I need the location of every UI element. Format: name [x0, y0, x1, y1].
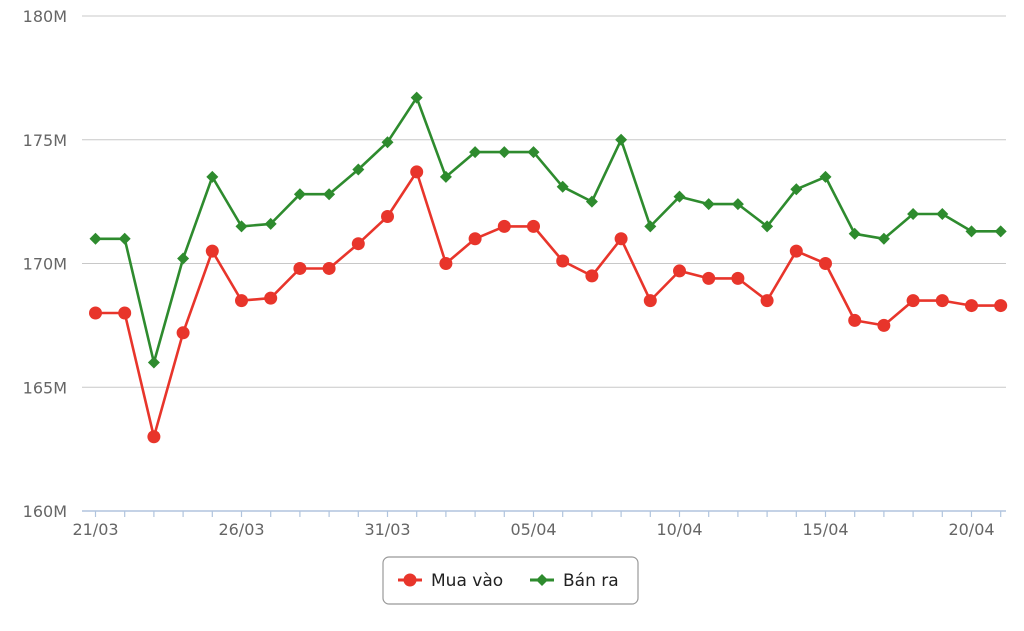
y-axis-labels: 160M 165M 170M 175M 180M [23, 7, 67, 521]
data-point-diamond [323, 188, 336, 201]
data-point-diamond [761, 220, 774, 233]
data-point-circle [322, 261, 336, 275]
data-point-diamond [439, 170, 452, 183]
data-point-circle [147, 430, 161, 444]
series-markers [89, 91, 1008, 444]
data-point-circle [176, 326, 190, 340]
data-point-circle [673, 264, 686, 278]
data-point-diamond [206, 170, 219, 183]
data-point-diamond [965, 225, 978, 238]
data-point-circle [293, 261, 307, 275]
x-axis [82, 510, 1006, 517]
data-point-diamond [848, 227, 861, 240]
y-tick-label: 175M [23, 131, 67, 150]
data-point-circle [906, 294, 920, 308]
y-tick-label: 170M [23, 255, 67, 274]
y-tick-label: 160M [23, 502, 67, 521]
data-point-diamond [994, 225, 1007, 238]
x-tick-label: 20/04 [948, 520, 994, 539]
data-point-diamond [264, 217, 277, 230]
x-tick-label: 10/04 [656, 520, 702, 539]
x-axis-labels: 21/03 26/03 31/03 05/04 10/04 15/04 20/04 [72, 520, 994, 539]
data-point-circle [468, 232, 482, 246]
data-point-circle [614, 232, 628, 246]
data-point-diamond [673, 190, 686, 203]
data-point-diamond [585, 195, 598, 208]
legend-circle-icon [403, 573, 417, 587]
data-point-diamond [118, 232, 131, 245]
series-lines [94, 96, 1003, 439]
data-point-diamond [936, 208, 949, 220]
data-point-circle [702, 271, 716, 285]
data-point-diamond [702, 198, 715, 211]
y-tick-label: 165M [23, 378, 67, 397]
data-point-diamond [556, 180, 569, 193]
data-point-circle [205, 244, 219, 258]
data-point-circle [264, 291, 278, 305]
data-point-diamond [615, 133, 628, 146]
x-tick-label: 15/04 [802, 520, 848, 539]
data-point-diamond [410, 91, 423, 104]
data-point-diamond [381, 136, 394, 149]
y-tick-label: 180M [23, 7, 67, 26]
data-point-circle [439, 257, 453, 270]
grid-lines [82, 15, 1006, 388]
data-point-diamond [89, 232, 102, 245]
data-point-circle [351, 237, 365, 251]
data-point-diamond [790, 183, 803, 196]
data-point-circle [556, 254, 570, 268]
data-point-diamond [469, 146, 482, 159]
legend-box [382, 556, 639, 605]
data-point-diamond [731, 198, 744, 211]
data-point-circle [89, 306, 102, 320]
data-point-circle [877, 318, 891, 332]
data-point-circle [935, 294, 949, 308]
data-point-circle [789, 244, 803, 258]
data-point-diamond [293, 188, 306, 201]
legend-label: Bán ra [563, 571, 619, 591]
data-point-diamond [352, 163, 365, 176]
legend-diamond-icon [536, 574, 548, 586]
data-point-diamond [527, 146, 540, 159]
data-point-diamond [235, 220, 248, 233]
x-tick-label: 21/03 [72, 520, 118, 539]
data-point-circle [527, 219, 540, 233]
data-point-circle [848, 313, 862, 327]
data-point-diamond [147, 356, 160, 369]
data-point-circle [497, 219, 511, 233]
x-tick-label: 26/03 [218, 520, 264, 539]
x-tick-label: 05/04 [510, 520, 556, 539]
data-point-circle [643, 294, 657, 308]
data-point-circle [965, 299, 978, 313]
data-point-diamond [819, 170, 832, 183]
x-tick-label: 31/03 [364, 520, 410, 539]
data-point-diamond [177, 252, 190, 265]
data-point-circle [410, 165, 424, 179]
data-point-circle [118, 306, 132, 320]
data-point-circle [819, 257, 832, 270]
data-point-diamond [907, 208, 920, 220]
data-point-circle [235, 294, 248, 308]
data-point-circle [731, 271, 745, 285]
data-point-diamond [644, 220, 657, 233]
data-point-circle [381, 209, 394, 223]
data-point-diamond [877, 232, 890, 245]
data-point-diamond [498, 146, 511, 159]
data-point-circle [760, 294, 774, 308]
data-point-circle [994, 299, 1008, 313]
series-line-1 [94, 170, 1003, 439]
legend: Mua vào Bán ra [382, 556, 639, 605]
data-point-circle [585, 269, 599, 283]
legend-label: Mua vào [431, 571, 503, 591]
